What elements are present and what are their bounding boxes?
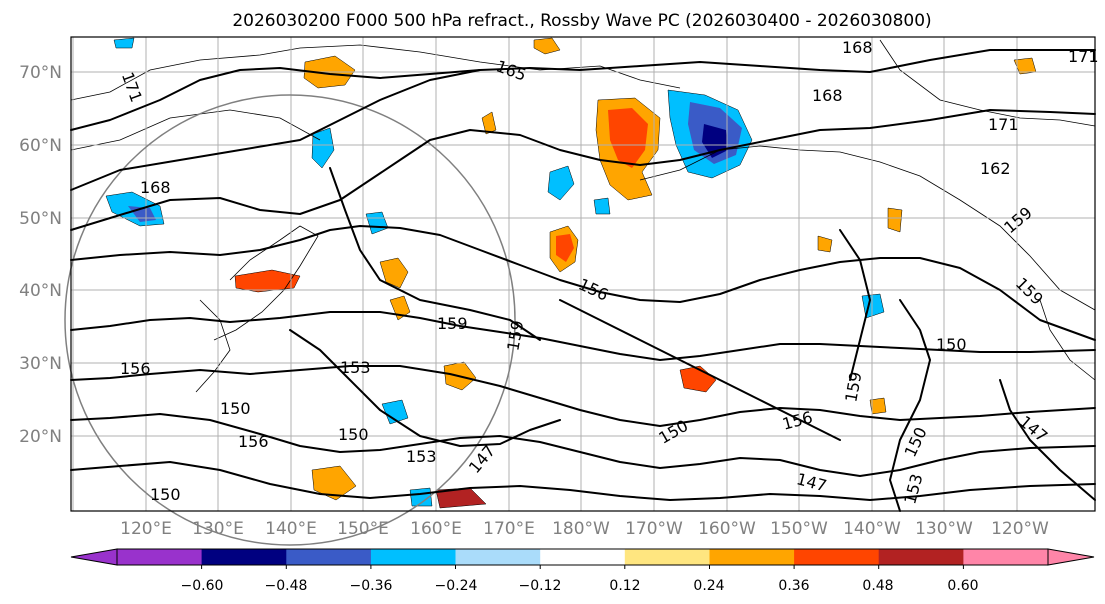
- colorbar-segment: [455, 549, 541, 565]
- contour-label: 153: [340, 358, 371, 377]
- range-circle: [64, 94, 516, 546]
- contour-label: 168: [140, 178, 171, 197]
- positive-anomaly-patch: [533, 37, 561, 55]
- contour-label: 171: [1068, 47, 1099, 66]
- contour-label: 168: [842, 38, 873, 57]
- lon-label: 140°E: [265, 519, 317, 539]
- lon-label: 130°E: [192, 519, 244, 539]
- lon-label: 120°W: [991, 519, 1049, 539]
- positive-anomaly-patch: [887, 207, 903, 233]
- positive-anomaly-patch: [379, 257, 409, 289]
- lon-label: 170°W: [625, 519, 683, 539]
- positive-anomaly-patch: [869, 397, 887, 415]
- lat-label: 20°N: [19, 427, 62, 447]
- lat-label: 60°N: [19, 136, 62, 156]
- colorbar-segment: [286, 549, 372, 565]
- negative-anomaly-patch: [113, 37, 135, 49]
- contour-label: 156: [238, 432, 269, 451]
- colorbar-tick-label: −0.48: [265, 578, 308, 594]
- colorbar-max-extension: [1047, 548, 1095, 566]
- contour-label: 153: [406, 447, 437, 466]
- colorbar-tick-label: −0.36: [350, 578, 393, 594]
- lat-label: 40°N: [19, 281, 62, 301]
- contour-label: 171: [988, 115, 1019, 134]
- negative-anomaly-patch: [547, 165, 575, 201]
- contour-label: 162: [980, 159, 1011, 178]
- colorbar-tick-label: −0.24: [435, 578, 478, 594]
- positive-anomaly-patch: [608, 108, 648, 168]
- colorbar-segment: [201, 549, 287, 565]
- colorbar-tick-label: 0.12: [609, 578, 640, 594]
- contour-label: 150: [338, 425, 369, 444]
- colorbar-segment: [709, 549, 795, 565]
- negative-anomaly-patch: [311, 127, 335, 169]
- contour-label: 168: [812, 86, 843, 105]
- graticule: [71, 37, 1095, 511]
- colorbar-segment: [624, 549, 710, 565]
- colorbar-segment: [794, 549, 880, 565]
- lon-label: 150°E: [337, 519, 389, 539]
- positive-anomaly-patch: [481, 111, 497, 135]
- lon-label: 160°W: [698, 519, 756, 539]
- colorbar-ticks: −0.60 −0.48 −0.36 −0.24 −0.12 0.12 0.24 …: [181, 578, 979, 594]
- refractivity-contours: [70, 49, 1096, 512]
- contour-label: 150: [150, 485, 181, 504]
- contour-label: 150: [936, 335, 967, 354]
- lat-label: 50°N: [19, 209, 62, 229]
- positive-anomaly-patch: [556, 234, 574, 262]
- colorbar-tick-label: 0.60: [947, 578, 978, 594]
- lon-label: 180°W: [552, 519, 610, 539]
- contour-label: 159: [437, 314, 468, 333]
- colorbar-segment: [878, 549, 964, 565]
- colorbar-segment: [540, 549, 626, 565]
- lon-label: 120°E: [120, 519, 172, 539]
- lat-label: 70°N: [19, 63, 62, 83]
- longitude-labels: 120°E 130°E 140°E 150°E 160°E 170°E 180°…: [120, 519, 1049, 539]
- colorbar-segment: [370, 549, 456, 565]
- colorbar-min-extension: [70, 548, 118, 566]
- lon-label: 160°E: [410, 519, 462, 539]
- colorbar-tick-label: −0.60: [181, 578, 224, 594]
- latitude-labels: 70°N 60°N 50°N 40°N 30°N 20°N: [19, 63, 62, 447]
- colorbar-tick-label: 0.24: [693, 578, 724, 594]
- lon-label: 140°W: [843, 519, 901, 539]
- map-panel: 168 171 165 168 171 162 159 171 168 156 …: [64, 36, 1099, 546]
- positive-anomaly-patch: [311, 465, 357, 501]
- colorbar-tick-label: 0.48: [862, 578, 893, 594]
- colorbar-outline: [116, 548, 1049, 566]
- colorbar-segment: [117, 549, 203, 565]
- positive-anomaly-patch: [817, 235, 833, 253]
- contour-label: 156: [120, 359, 151, 378]
- negative-anomaly-patch: [381, 399, 409, 425]
- map-frame: [70, 36, 1096, 512]
- colorbar-segment: [963, 549, 1049, 565]
- colorbar-segments: [70, 548, 1095, 569]
- lon-label: 150°W: [770, 519, 828, 539]
- lon-label: 130°W: [915, 519, 973, 539]
- colorbar: −0.60 −0.48 −0.36 −0.24 −0.12 0.12 0.24 …: [70, 548, 1095, 594]
- anomaly-patches: [105, 37, 1037, 509]
- figure-title: 2026030200 F000 500 hPa refract., Rossby…: [232, 11, 931, 31]
- colorbar-tick-label: 0.36: [778, 578, 809, 594]
- positive-anomaly-patch: [234, 269, 301, 293]
- lat-label: 30°N: [19, 354, 62, 374]
- negative-anomaly-patch: [593, 197, 611, 215]
- colorbar-tick-label: −0.12: [519, 578, 562, 594]
- lon-label: 170°E: [483, 519, 535, 539]
- contour-label: 150: [220, 399, 251, 418]
